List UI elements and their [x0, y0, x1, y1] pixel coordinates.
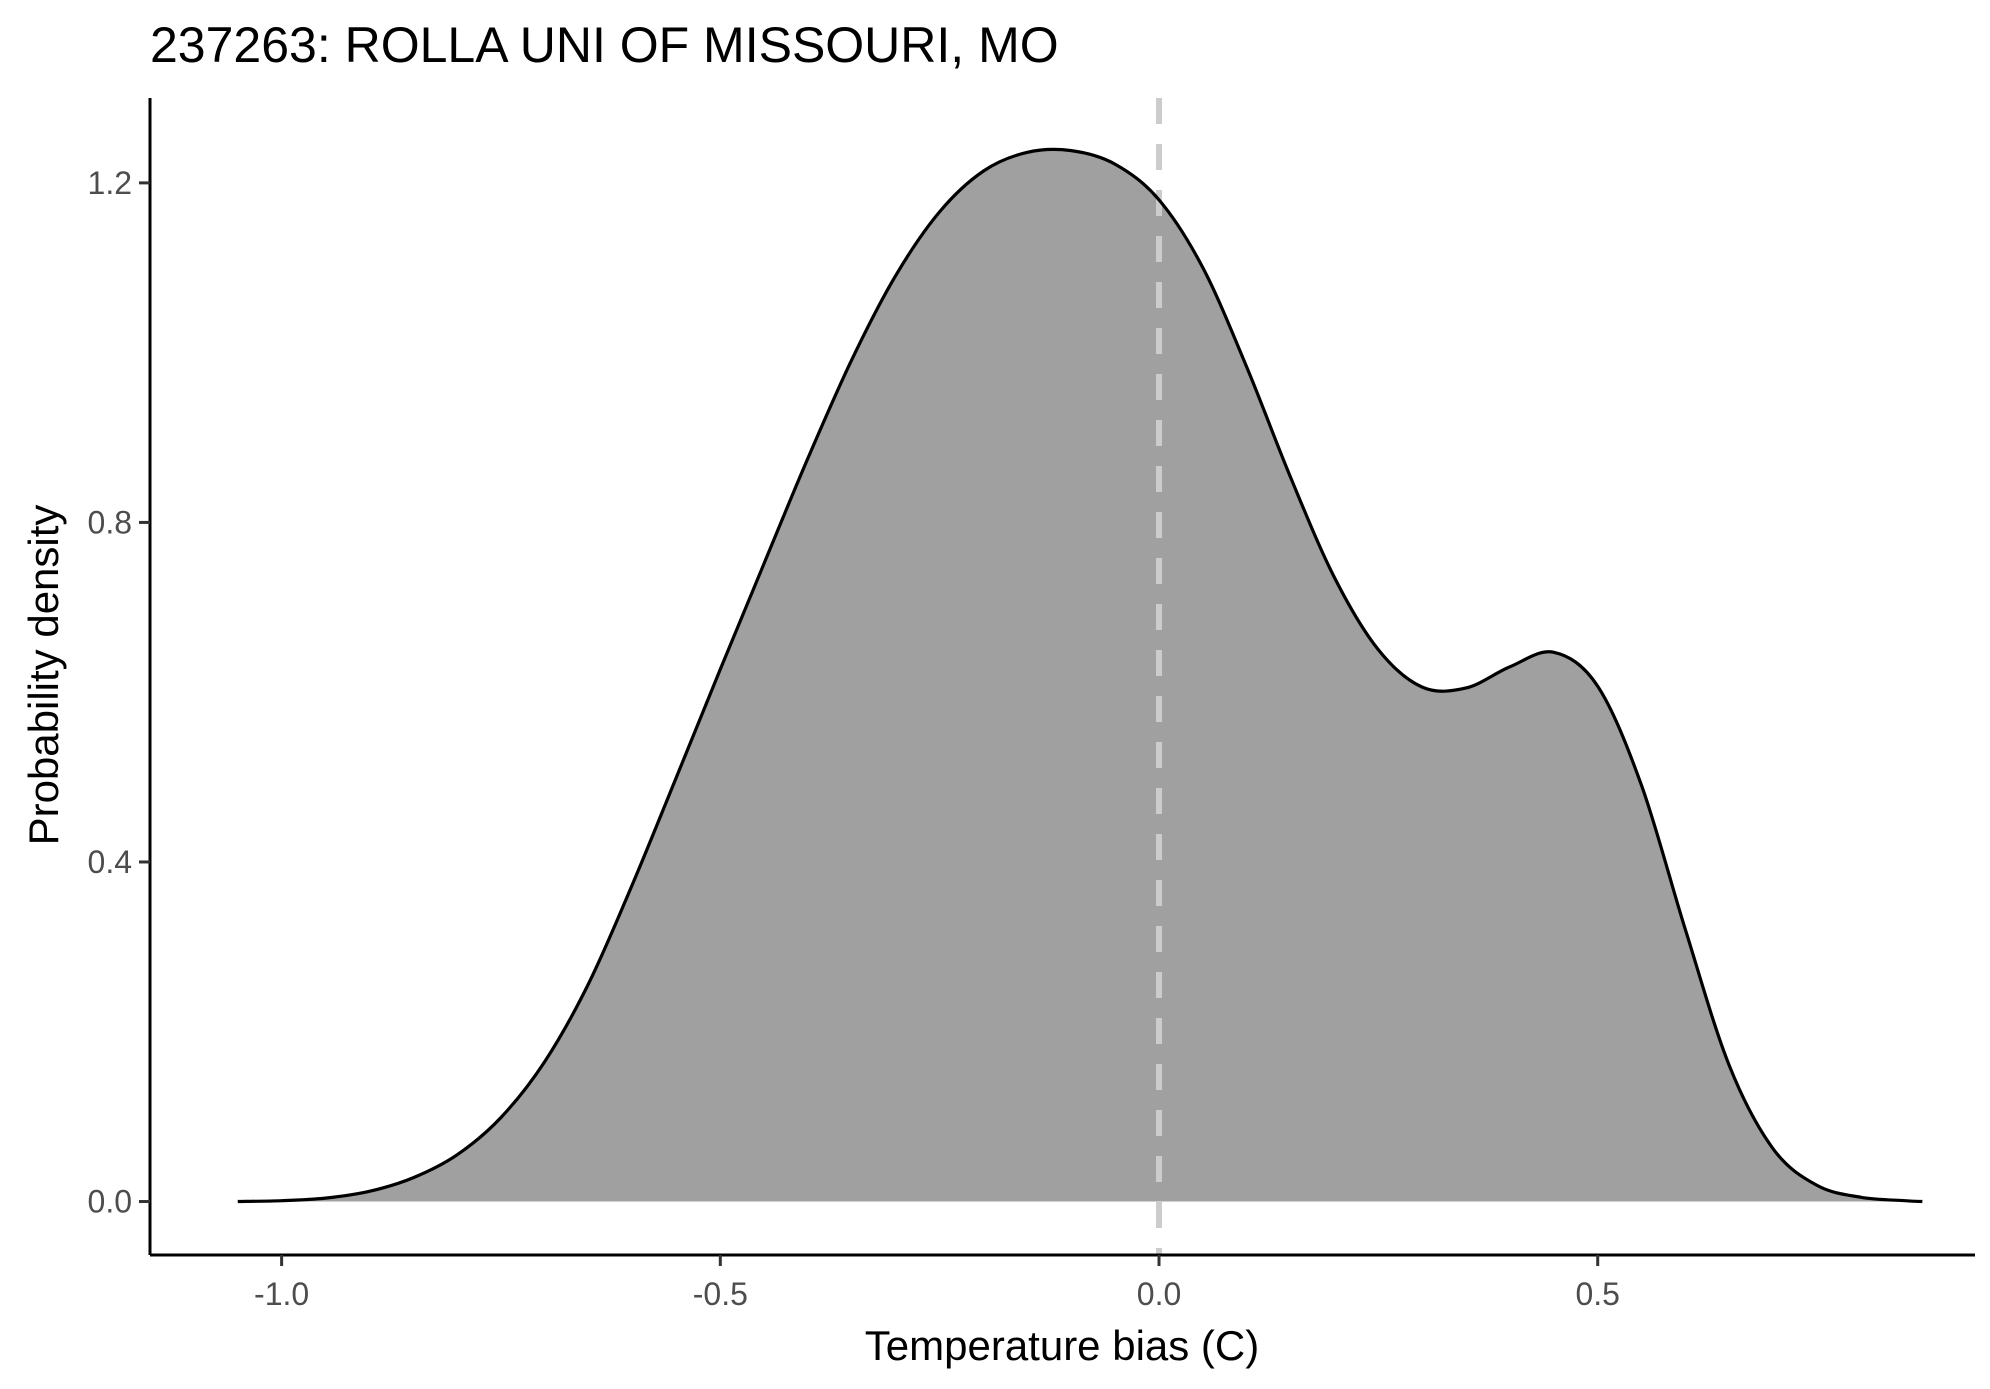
plot-area	[237, 98, 1923, 1255]
x-axis-ticks: -1.0 -0.5 0.0 0.5	[254, 1255, 1620, 1312]
x-tick-label: -1.0	[254, 1276, 309, 1312]
y-axis-title: Probability density	[20, 505, 67, 846]
x-tick-label: -0.5	[693, 1276, 748, 1312]
y-axis-ticks: 0.0 0.4 0.8 1.2	[88, 165, 150, 1220]
x-axis-title: Temperature bias (C)	[865, 1322, 1259, 1369]
chart-title: 237263: ROLLA UNI OF MISSOURI, MO	[150, 17, 1059, 73]
y-tick-label: 0.8	[88, 504, 132, 540]
density-area	[237, 149, 1923, 1202]
y-tick-label: 0.0	[88, 1184, 132, 1220]
x-tick-label: 0.0	[1137, 1276, 1181, 1312]
y-tick-label: 1.2	[88, 165, 132, 201]
x-tick-label: 0.5	[1575, 1276, 1619, 1312]
density-line	[237, 147, 1923, 1204]
y-tick-label: 0.4	[88, 844, 132, 880]
